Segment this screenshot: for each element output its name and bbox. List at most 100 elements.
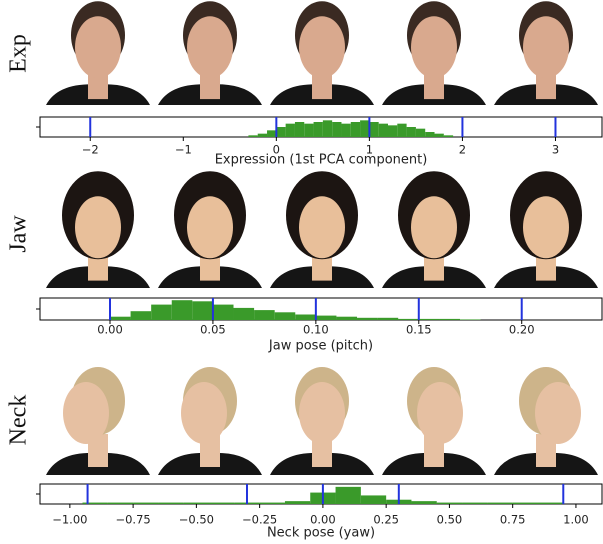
x-tick-label: 0.05 [200,323,226,337]
histogram-bar [183,502,210,504]
histogram-bar [418,318,440,320]
face [299,196,345,259]
face [75,16,121,79]
histogram-bar [397,123,407,137]
histogram-bar [335,486,361,504]
histogram-bar [434,133,444,137]
histogram-bar [425,132,435,137]
histogram-bar [322,120,333,137]
histogram-bar [151,304,172,320]
face-photo [46,1,150,105]
face-photo [270,367,374,475]
x-tick-label: 1.00 [563,513,589,527]
face-photo [270,1,374,105]
histogram-bar [398,318,419,320]
histogram-bar [171,300,193,320]
histogram-bar [304,123,314,137]
x-axis-label: Expression (1st PCA component) [215,153,428,168]
histogram-bar [267,130,277,137]
histogram-bar [341,123,351,137]
face [523,196,569,259]
histogram-bar [315,315,337,320]
x-tick-label: 3 [552,143,559,157]
x-tick-label: 0.10 [303,323,329,337]
histogram-bar [360,495,387,504]
row-label: Exp [6,34,32,73]
histogram-bar [294,122,305,137]
histogram-bar [357,317,378,320]
face-photo [158,171,262,288]
face [75,196,121,259]
histogram-bar [406,127,416,137]
histogram-bar [109,316,131,320]
face-photo [494,171,598,288]
x-tick-label: 0.75 [500,513,526,527]
histogram-bar [274,312,296,320]
face-photo [46,367,150,475]
x-tick-label: −0.75 [115,513,150,527]
face-photo [494,1,598,105]
x-tick-label: 0.50 [437,513,463,527]
histogram-bar [377,317,399,320]
histogram-bar [107,502,134,504]
x-tick-label: −1.00 [52,513,87,527]
face-photo [382,171,486,288]
histogram-bar [158,502,184,504]
histogram-bar [259,502,285,504]
histogram-bar [459,319,481,320]
x-tick-label: 0.20 [509,323,535,337]
histogram-bar [512,502,538,504]
face [523,16,569,79]
x-tick-label: −0.50 [179,513,214,527]
face [411,16,457,79]
face-photo [158,367,262,475]
x-tick-label: 0.15 [406,323,432,337]
histogram-bar [313,122,323,137]
x-tick-label: 1 [366,143,373,157]
histogram-bar [130,311,152,320]
x-tick-label: 0 [273,143,280,157]
histogram-bar [257,133,268,137]
histogram-bar [212,304,234,320]
histogram-bar [192,301,213,320]
face-photo [382,1,486,105]
histogram-bar [439,318,460,320]
face [417,382,463,444]
histogram-bar [285,123,295,137]
x-tick-label: 0.25 [373,513,399,527]
face-photo [46,171,150,288]
histogram-bar [415,128,426,137]
x-tick-label: 0.00 [97,323,123,337]
x-tick-label: −2 [82,143,99,157]
histogram-bar [411,501,437,504]
histogram-bar [537,502,564,504]
face [187,196,233,259]
histogram-bar [332,122,342,137]
histogram-bar [369,122,379,137]
histogram-bar [248,135,258,137]
x-tick-label: 0.00 [310,513,336,527]
face [187,16,233,79]
face [63,382,109,444]
histogram-bar [360,120,370,137]
face [299,16,345,79]
face [411,196,457,259]
row-label: Jaw [6,215,32,253]
histogram-bar [295,314,316,320]
face-photo [270,171,374,288]
face-photo [158,1,262,105]
histogram-bar [336,316,358,320]
face-photo [382,367,486,475]
face [299,382,345,444]
x-tick-label: −1 [175,143,192,157]
histogram-bar [443,135,454,137]
x-axis-label: Neck pose (yaw) [267,526,375,541]
x-tick-label: −0.25 [242,513,277,527]
face [535,382,581,444]
histogram-bar [462,502,488,504]
histogram-bar [284,501,311,504]
histogram-bar [133,502,159,504]
histogram-bar [387,125,398,137]
histogram-bar [254,310,275,320]
